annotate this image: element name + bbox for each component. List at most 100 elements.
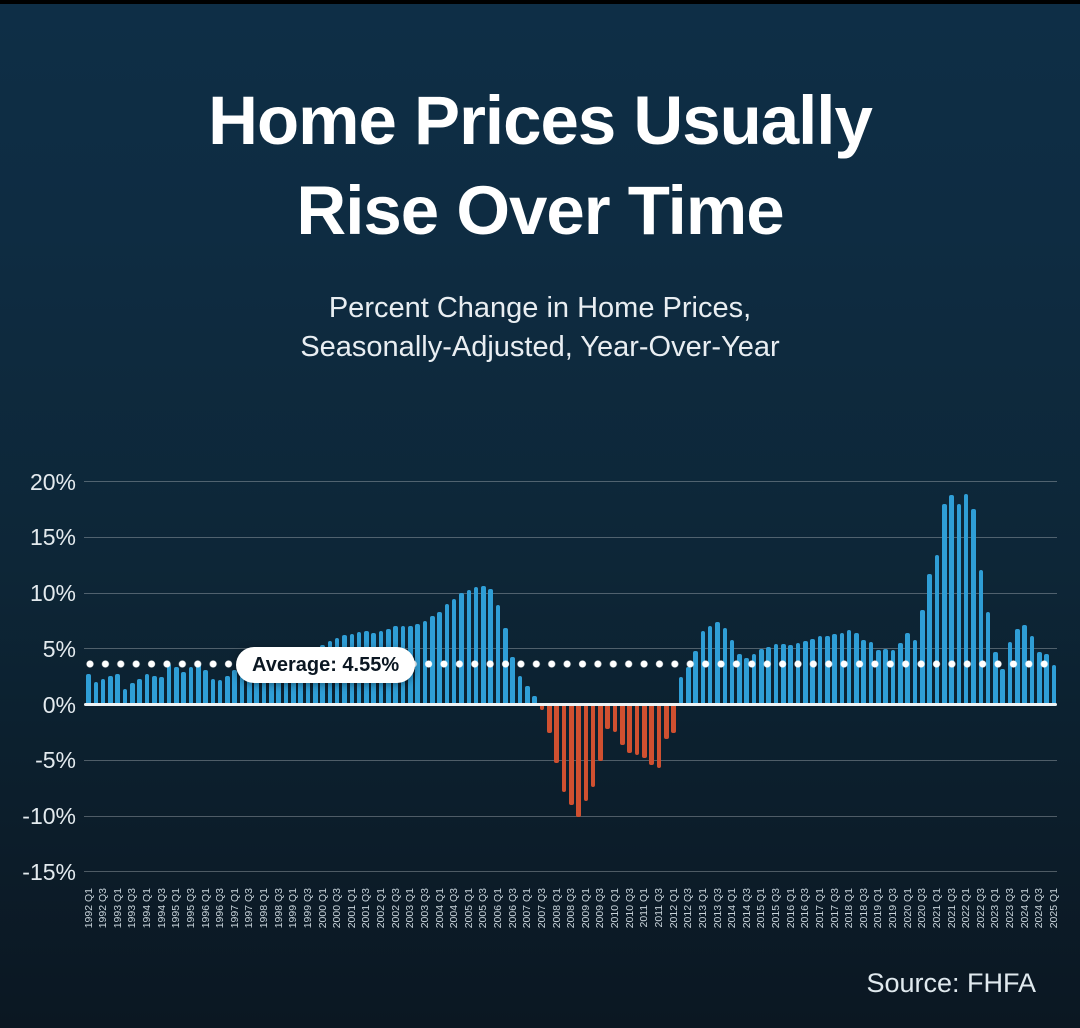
grid-line xyxy=(84,592,1057,594)
bar xyxy=(239,666,245,705)
grid-line xyxy=(84,648,1057,650)
bar xyxy=(817,636,823,705)
bar xyxy=(759,648,764,705)
x-axis-label: 2023 Q1 xyxy=(989,888,1002,929)
x-axis-label: 2004 Q3 xyxy=(448,888,461,929)
bar xyxy=(188,666,194,705)
x-axis-label: 2016 Q1 xyxy=(784,888,797,929)
title-line-2: Rise Over Time xyxy=(296,171,784,249)
bar xyxy=(181,672,186,705)
bar xyxy=(546,705,552,734)
bar xyxy=(203,669,208,705)
x-axis-label: 1996 Q1 xyxy=(199,888,212,929)
top-edge xyxy=(0,0,1080,4)
bar xyxy=(481,586,486,705)
bar xyxy=(173,666,179,705)
bar xyxy=(195,663,201,705)
x-axis-label: 2003 Q1 xyxy=(404,888,417,929)
y-axis-label: 20% xyxy=(29,468,76,495)
x-axis-label: 1994 Q1 xyxy=(141,888,153,929)
bar xyxy=(956,503,962,705)
bar xyxy=(685,666,691,705)
bar xyxy=(627,705,633,754)
x-axis-label: 2022 Q1 xyxy=(960,888,973,929)
x-axis-label: 2020 Q3 xyxy=(916,888,929,929)
bar xyxy=(473,587,479,705)
bar xyxy=(649,705,654,765)
bar xyxy=(941,503,947,705)
x-axis-label: 1992 Q1 xyxy=(82,888,95,929)
zero-axis-line xyxy=(84,703,1057,706)
bar xyxy=(919,609,925,705)
bar xyxy=(620,705,625,745)
bar xyxy=(261,665,267,705)
bar xyxy=(868,642,874,705)
bar xyxy=(971,509,976,705)
x-axis-label: 2002 Q3 xyxy=(389,888,402,929)
x-axis-label: 2001 Q3 xyxy=(360,888,373,929)
bar xyxy=(576,705,581,817)
bar xyxy=(978,569,984,705)
bar xyxy=(166,664,172,705)
x-axis-label: 2011 Q1 xyxy=(638,888,651,928)
bar xyxy=(590,705,596,787)
x-axis-label: 2022 Q3 xyxy=(974,888,987,929)
x-axis-label: 1994 Q3 xyxy=(155,888,168,929)
bar xyxy=(751,654,757,705)
x-axis-label: 2003 Q3 xyxy=(418,888,431,929)
x-axis-label: 1995 Q1 xyxy=(170,888,183,929)
subtitle-line-2: Seasonally-Adjusted, Year-Over-Year xyxy=(300,331,780,364)
bar xyxy=(561,705,567,793)
x-axis-label: 2008 Q1 xyxy=(550,888,563,929)
bar xyxy=(86,674,91,705)
bar xyxy=(890,649,896,705)
grid-line xyxy=(84,871,1057,873)
bar xyxy=(678,676,684,705)
average-line xyxy=(86,660,1055,668)
x-axis-label: 2000 Q3 xyxy=(331,888,344,929)
x-axis-label: 2015 Q1 xyxy=(755,888,768,929)
bar xyxy=(773,644,779,705)
bar xyxy=(934,555,940,705)
x-axis-label: 2009 Q1 xyxy=(579,888,592,929)
x-axis-label: 2013 Q3 xyxy=(711,888,724,929)
x-axis-label: 2000 Q1 xyxy=(316,888,329,929)
bar xyxy=(927,574,932,705)
bar xyxy=(634,705,640,755)
bar xyxy=(671,705,676,734)
x-axis-label: 2012 Q3 xyxy=(682,888,695,929)
x-axis-label: 2018 Q3 xyxy=(857,888,870,929)
bar xyxy=(1007,642,1013,705)
x-axis-label: 2010 Q3 xyxy=(623,888,636,929)
bar xyxy=(1000,668,1006,705)
bar xyxy=(583,705,589,802)
x-axis-label: 2023 Q3 xyxy=(1004,888,1017,929)
bar xyxy=(766,646,771,705)
bar xyxy=(108,675,113,705)
y-axis-label: 10% xyxy=(29,580,76,606)
x-axis-label: 1992 Q3 xyxy=(97,888,110,929)
subtitle-line-1: Percent Change in Home Prices, xyxy=(328,292,752,324)
bar xyxy=(788,645,793,705)
x-axis-label: 2014 Q3 xyxy=(740,888,753,929)
bar xyxy=(1037,652,1042,705)
y-axis-label: -10% xyxy=(22,803,76,829)
bar xyxy=(854,633,859,705)
grid-line xyxy=(84,481,1057,482)
bar xyxy=(525,685,530,705)
x-axis-label: 2006 Q1 xyxy=(492,888,505,929)
bar xyxy=(144,674,150,705)
bar xyxy=(459,593,464,705)
bar xyxy=(152,675,157,705)
bar xyxy=(159,676,164,705)
bar xyxy=(810,638,815,705)
bar xyxy=(93,682,99,705)
grid-line xyxy=(84,815,1057,817)
bar xyxy=(451,598,457,705)
bar xyxy=(100,678,106,705)
y-axis-label: 0% xyxy=(42,691,76,718)
x-axis-label: 1999 Q1 xyxy=(287,888,300,929)
y-axis-label: 15% xyxy=(29,524,76,551)
